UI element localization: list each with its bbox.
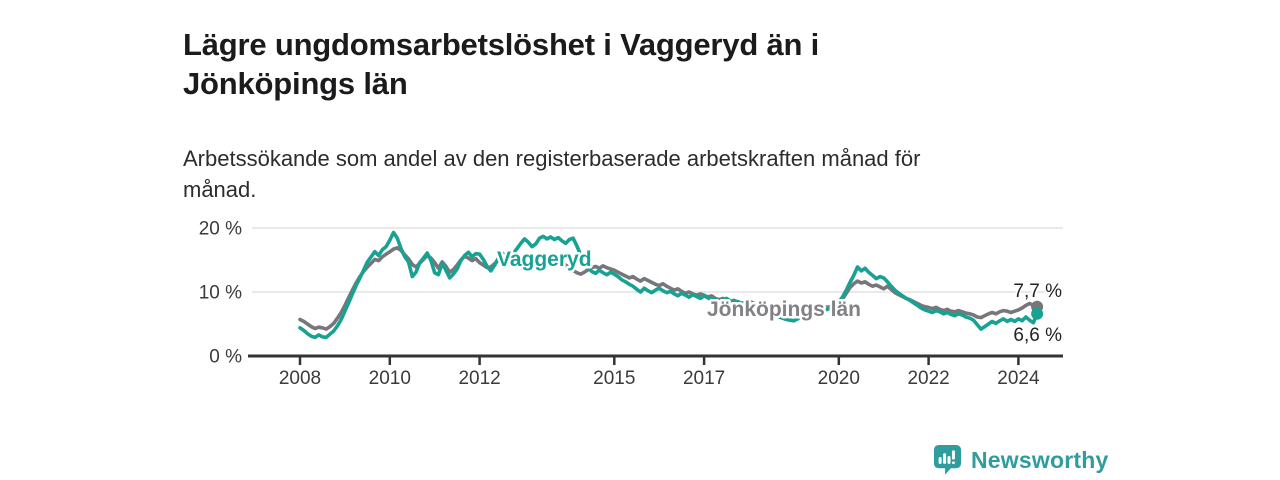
newsworthy-logo-text: Newsworthy: [971, 446, 1109, 473]
end-value-label: 6,6 %: [1013, 325, 1062, 346]
chart-subtitle-line-2: månad.: [183, 177, 257, 202]
y-tick-label: 10 %: [199, 283, 242, 304]
series-line-jonkopings-lan: [298, 246, 1039, 331]
x-tick-label: 2010: [369, 368, 411, 389]
logo-bars-icon: [938, 450, 955, 464]
x-tick-label: 2008: [279, 368, 321, 389]
x-tick-label: 2024: [997, 368, 1040, 389]
x-tick-label: 2012: [458, 368, 500, 389]
x-tick-label: 2015: [593, 368, 635, 389]
newsworthy-logo[interactable]: Newsworthy: [933, 443, 1108, 477]
x-tick-label: 2017: [683, 368, 725, 389]
page-title-line-1: Lägre ungdomsarbetslöshet i Vaggeryd än …: [183, 26, 820, 62]
newsworthy-logo-icon: [933, 445, 962, 475]
series-label-vaggeryd: Vaggeryd: [497, 248, 592, 271]
series-line-vaggeryd: [298, 230, 1039, 340]
x-tick-label: 2022: [907, 368, 949, 389]
chart-subtitle: Arbetssökande som andel av den registerb…: [183, 143, 1033, 205]
page-title: Lägre ungdomsarbetslöshet i Vaggeryd än …: [183, 25, 1003, 103]
y-tick-label: 0 %: [209, 347, 242, 368]
y-tick-label: 20 %: [199, 219, 242, 240]
chart-subtitle-line-1: Arbetssökande som andel av den registerb…: [183, 146, 921, 171]
end-value-label: 7,7 %: [1013, 281, 1062, 302]
line-chart: 0 % 10 % 20 % 2008 2010 2012 2015 2017 2020 2022 2…: [199, 219, 1064, 390]
series-end-dot-vaggeryd: [1031, 307, 1044, 320]
x-tick-label: 2020: [818, 368, 860, 389]
page-title-line-2: Jönköpings län: [183, 65, 408, 101]
series-label-jonkopings-lan: Jönköpings län: [707, 298, 861, 321]
